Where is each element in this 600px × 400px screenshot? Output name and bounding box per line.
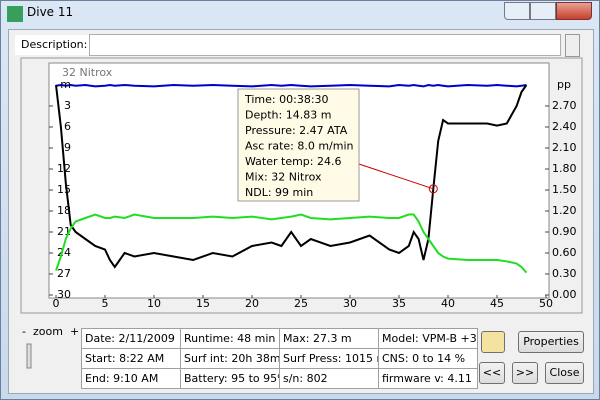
- tooltip-line: Time: 00:38:30: [244, 93, 329, 106]
- description-input[interactable]: [89, 34, 561, 56]
- tooltip-leader: [355, 162, 434, 190]
- info-cell: Battery: 95 to 95%: [180, 368, 280, 389]
- y-tick-label: 3: [64, 99, 71, 112]
- y2-tick-label: 0.30: [552, 267, 577, 280]
- info-cell: Start: 8:22 AM: [81, 348, 181, 369]
- next-button[interactable]: >>: [512, 362, 538, 384]
- y-tick-label: 18: [57, 204, 71, 217]
- tooltip-line: Pressure: 2.47 ATA: [245, 124, 348, 137]
- info-cell: End: 9:10 AM: [81, 368, 181, 389]
- prev-button[interactable]: <<: [479, 362, 505, 384]
- y2-axis-label: pp: [557, 78, 571, 91]
- log-icon-button[interactable]: [481, 331, 505, 353]
- tooltip-line: Asc rate: 8.0 m/min: [245, 140, 354, 153]
- description-label: Description:: [15, 35, 95, 55]
- info-cell: Surf int: 20h 38m: [180, 348, 280, 369]
- tooltip-line: NDL: 99 min: [245, 186, 313, 199]
- info-cell: Date: 2/11/2009: [81, 328, 181, 349]
- y2-tick-label: 1.80: [552, 162, 577, 175]
- series-line: [55, 83, 527, 88]
- minimize-button[interactable]: [504, 2, 531, 20]
- info-cell: CNS: 0 to 14 %: [378, 348, 478, 369]
- info-row: Date: 2/11/2009 Runtime: 48 min Max: 27.3 …: [81, 328, 478, 349]
- info-cell: Model: VPM-B +3: [378, 328, 478, 349]
- x-tick-label: 15: [196, 297, 210, 310]
- zoom-slider[interactable]: [26, 343, 32, 369]
- y2-tick-label: 0.60: [552, 246, 577, 259]
- info-cell: Runtime: 48 min: [180, 328, 280, 349]
- window-controls: [504, 2, 593, 20]
- series-line: [55, 84, 528, 269]
- y2-tick-label: 0.00: [552, 288, 577, 301]
- info-cell: Surf Press: 1015 m: [279, 348, 379, 369]
- info-row: End: 9:10 AM Battery: 95 to 95% s/n: 802 fi…: [81, 368, 478, 389]
- tooltip-line: Mix: 32 Nitrox: [245, 171, 322, 184]
- info-cell: firmware v: 4.11: [378, 368, 478, 389]
- series-line: [55, 213, 528, 274]
- zoom-label: zoom: [33, 325, 63, 338]
- y-tick-label: 6: [64, 120, 71, 133]
- x-tick-label: 5: [102, 297, 109, 310]
- highlight-point: [428, 184, 438, 194]
- info-row: Start: 8:22 AM Surf int: 20h 38m Surf Pres…: [81, 348, 478, 369]
- x-tick-label: 20: [245, 297, 259, 310]
- x-tick-label: 40: [441, 297, 455, 310]
- y-axis-label: m: [60, 78, 71, 91]
- y2-tick-label: 0.90: [552, 225, 577, 238]
- x-tick-label: 30: [343, 297, 357, 310]
- x-tick-label: 25: [294, 297, 308, 310]
- y-tick-label: 15: [57, 183, 71, 196]
- y2-tick-label: 1.20: [552, 204, 577, 217]
- info-table: Date: 2/11/2009 Runtime: 48 min Max: 27.3 …: [81, 328, 478, 389]
- y2-tick-label: 2.10: [552, 141, 577, 154]
- x-tick-label: 50: [539, 297, 553, 310]
- y-tick-label: 30: [57, 288, 71, 301]
- info-cell: Max: 27.3 m: [279, 328, 379, 349]
- y2-tick-label: 2.70: [552, 99, 577, 112]
- tooltip-line: Water temp: 24.6: [245, 155, 342, 168]
- close-button[interactable]: Close: [545, 362, 584, 384]
- close-window-button[interactable]: [555, 2, 593, 20]
- y-tick-label: 9: [64, 141, 71, 154]
- tooltip-box: [237, 88, 360, 202]
- y-tick-label: 27: [57, 267, 71, 280]
- spin-button[interactable]: [565, 34, 580, 57]
- zoom-plus: +: [70, 325, 79, 338]
- x-tick-label: 35: [392, 297, 406, 310]
- maximize-button[interactable]: [530, 2, 556, 20]
- y2-tick-label: 1.50: [552, 183, 577, 196]
- info-cell: s/n: 802: [279, 368, 379, 389]
- mix-annotation: 32 Nitrox: [62, 66, 113, 79]
- x-tick-label: 10: [147, 297, 161, 310]
- x-tick-label: 0: [53, 297, 60, 310]
- x-tick-label: 45: [490, 297, 504, 310]
- zoom-minus: -: [22, 325, 26, 338]
- tooltip-line: Depth: 14.83 m: [245, 109, 331, 122]
- window-title: Dive 11: [27, 5, 74, 19]
- app-icon: [7, 6, 23, 22]
- properties-button[interactable]: Properties: [518, 331, 584, 353]
- y2-tick-label: 2.40: [552, 120, 577, 133]
